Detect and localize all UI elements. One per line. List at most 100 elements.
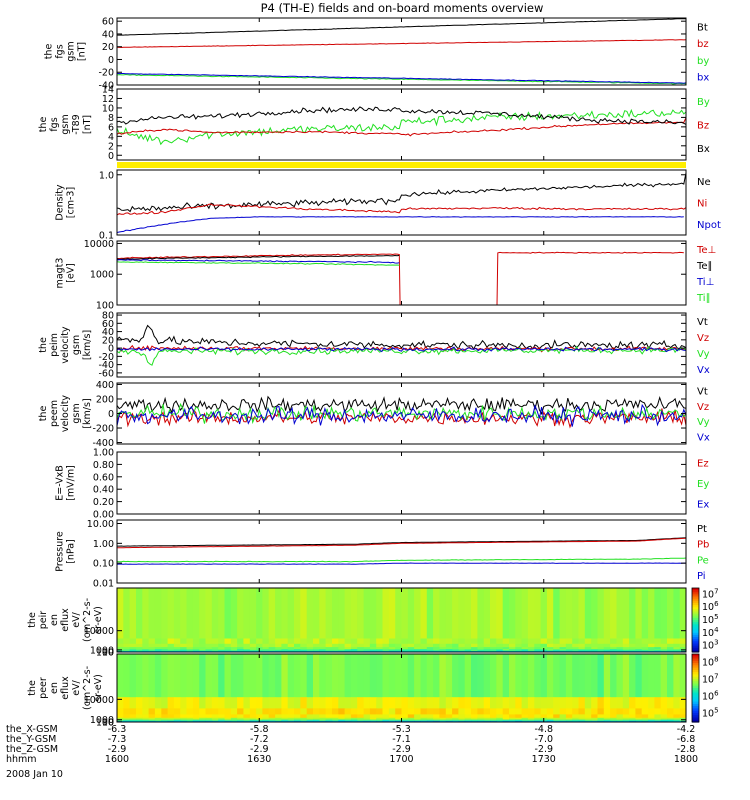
spectrogram-cell [180, 643, 188, 648]
spectrogram-cell [344, 719, 352, 722]
spectrogram-cell [350, 643, 358, 648]
spectrogram-cell [458, 643, 466, 648]
spectrogram-cell [350, 654, 358, 698]
spectrogram-cell [464, 714, 472, 719]
spectrogram-cell [363, 588, 371, 640]
spectrogram-cell [648, 643, 655, 648]
spectrogram-cell [578, 714, 586, 719]
spectrogram-cell [464, 649, 472, 651]
x-row-value: -5.8 [250, 724, 269, 735]
y-axis-label: peer [38, 677, 49, 699]
spectrogram-cell [243, 638, 251, 645]
colorbar-label: 105 [702, 613, 719, 626]
spectrogram-cell [572, 588, 580, 640]
y-tick-label: -20 [98, 352, 114, 363]
spectrogram-cell [445, 697, 453, 709]
colorbar-segment [692, 605, 699, 608]
spectrogram-cell [401, 654, 409, 698]
colorbar-segment [692, 607, 699, 610]
spectrogram-cell [205, 708, 213, 715]
spectrogram-cell [521, 708, 529, 715]
y-tick-label: 80 [102, 311, 114, 322]
legend-Bt: Bt [697, 22, 708, 33]
spectrogram-cell [648, 649, 655, 651]
spectrogram-cell [540, 638, 548, 645]
colorbar-segment [692, 622, 699, 625]
spectrogram-cell [262, 654, 270, 698]
x-row-value: -6.8 [677, 734, 696, 745]
spectrogram-cell [641, 638, 649, 645]
spectrogram-cell [154, 714, 162, 719]
colorbar-segment [692, 681, 699, 685]
spectrogram-cell [673, 638, 681, 645]
spectrogram-cell [294, 643, 301, 648]
y-axis-label: magt3 [55, 258, 66, 289]
spectrogram-cell [319, 708, 327, 715]
series-by [117, 73, 686, 85]
spectrogram-cell [325, 588, 333, 640]
spectrogram-cell [477, 647, 485, 650]
spectrogram-cell [161, 719, 169, 722]
spectrogram-cell [502, 588, 510, 640]
colorbar-segment [692, 669, 699, 673]
spectrogram-cell [192, 714, 200, 719]
spectrogram-cell [136, 714, 143, 719]
legend-By: By [697, 97, 710, 108]
spectrogram-cell [496, 717, 504, 721]
legend-Bz: Bz [697, 121, 709, 132]
spectrogram-cell [572, 643, 580, 648]
spectrogram-cell [445, 649, 453, 651]
spectrogram-cell [243, 719, 251, 722]
spectrogram-cell [338, 714, 346, 719]
y-axis-label: en [49, 682, 60, 694]
spectrogram-cell [136, 588, 143, 640]
legend-Ni: Ni [697, 199, 707, 210]
spectrogram-cell [382, 719, 390, 722]
x-row-value: -2.9 [534, 744, 553, 755]
colorbar-segment [692, 699, 699, 703]
spectrogram-cell [167, 717, 175, 721]
x-row-value: -2.8 [677, 744, 696, 755]
spectrogram-cell [496, 697, 504, 709]
spectrogram-cell [622, 717, 630, 721]
spectrogram-cell [357, 697, 365, 709]
spectrogram-cell [635, 708, 643, 715]
spectrogram-cell [433, 719, 440, 722]
spectrogram-cell [445, 708, 453, 715]
spectrogram-cell [173, 643, 181, 648]
spectrogram-cell [369, 643, 377, 648]
spectrogram-cell [388, 643, 396, 648]
colorbar-segment [692, 688, 699, 691]
colorbar-segment [692, 708, 699, 712]
y-tick-label: 8 [108, 113, 114, 124]
spectrogram-cell [136, 638, 143, 645]
spectrogram-cell [186, 647, 194, 650]
spectrogram-cell [136, 647, 143, 650]
spectrogram-cell [414, 649, 421, 651]
colorbar-label: 103 [702, 639, 719, 652]
y-tick-label: 10.00 [87, 519, 114, 530]
spectrogram-cell [534, 708, 542, 715]
spectrogram-cell [325, 643, 333, 648]
spectrogram-cell [426, 647, 434, 650]
spectrogram-cell [433, 717, 440, 721]
spectrogram-cell [313, 647, 320, 650]
spectrogram-cell [673, 719, 681, 722]
spectrogram-cell [610, 654, 617, 698]
series-group [117, 251, 684, 305]
spectrogram-cell [281, 714, 289, 719]
spectrogram-cell [332, 697, 339, 709]
spectrogram-cell [192, 638, 200, 645]
spectrogram-cell [161, 647, 169, 650]
spectrogram-cell [376, 649, 384, 651]
spectrogram-cell [534, 647, 542, 650]
spectrogram-cell [641, 647, 649, 650]
spectrogram-cell [426, 717, 434, 721]
spectrogram-cell [603, 649, 611, 651]
spectrogram-cell [325, 717, 333, 721]
spectrogram-cell [167, 647, 175, 650]
spectrogram-cell [546, 697, 554, 709]
spectrogram-cell [218, 717, 226, 721]
legend-Ey: Ey [697, 479, 709, 490]
spectrogram-cell [635, 654, 643, 698]
